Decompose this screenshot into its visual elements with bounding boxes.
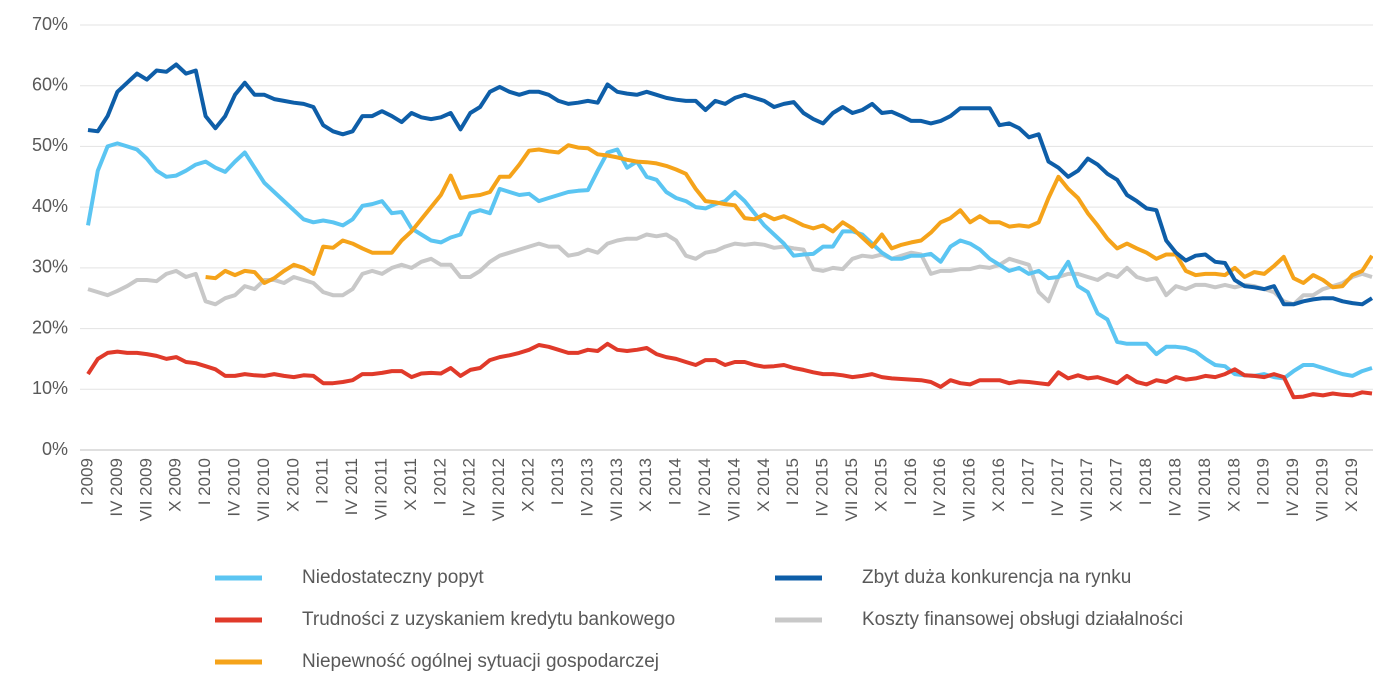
x-tick-label: VII 2009 xyxy=(136,458,155,521)
x-tick-label: VII 2010 xyxy=(254,458,273,521)
y-tick-label: 40% xyxy=(32,196,68,216)
x-tick-label: X 2013 xyxy=(636,458,655,512)
legend-label: Zbyt duża konkurencja na rynku xyxy=(862,567,1131,588)
legend-label: Trudności z uzyskaniem kredytu bankowego xyxy=(302,609,675,630)
x-tick-label: I 2015 xyxy=(783,458,802,505)
x-tick-label: I 2012 xyxy=(430,458,449,505)
x-tick-label: IV 2015 xyxy=(813,458,832,517)
x-tick-label: VII 2016 xyxy=(960,458,979,521)
x-tick-label: I 2019 xyxy=(1254,458,1273,505)
x-tick-label: I 2017 xyxy=(1018,458,1037,505)
x-tick-label: I 2018 xyxy=(1136,458,1155,505)
series-line xyxy=(87,62,1373,307)
y-tick-label: 0% xyxy=(42,439,68,459)
x-tick-label: VII 2017 xyxy=(1077,458,1096,521)
x-tick-label: X 2009 xyxy=(166,458,185,512)
x-tick-label: IV 2018 xyxy=(1165,458,1184,517)
x-tick-label: I 2011 xyxy=(313,458,332,504)
x-tick-label: IV 2016 xyxy=(930,458,949,517)
x-tick-label: VII 2012 xyxy=(489,458,508,521)
series-line xyxy=(86,341,1373,400)
x-tick-label: IV 2009 xyxy=(107,458,126,517)
x-tick-label: I 2014 xyxy=(666,458,685,505)
y-tick-label: 50% xyxy=(32,135,68,155)
x-tick-label: X 2014 xyxy=(754,458,773,512)
legend-label: Niepewność ogólnej sytuacji gospodarczej xyxy=(302,651,659,672)
x-tick-label: I 2010 xyxy=(195,458,214,505)
x-tick-label: I 2016 xyxy=(901,458,920,505)
y-tick-label: 10% xyxy=(32,378,68,398)
y-tick-label: 30% xyxy=(32,257,68,277)
x-tick-label: IV 2012 xyxy=(460,458,479,517)
x-tick-label: X 2010 xyxy=(283,458,302,512)
x-tick-label: VII 2013 xyxy=(607,458,626,521)
x-tick-label: X 2011 xyxy=(401,458,420,511)
x-tick-label: X 2018 xyxy=(1224,458,1243,512)
x-tick-label: VII 2014 xyxy=(724,458,743,521)
legend-label: Koszty finansowej obsługi działalności xyxy=(862,609,1183,630)
x-tick-label: X 2016 xyxy=(989,458,1008,512)
x-tick-label: VII 2019 xyxy=(1312,458,1331,521)
x-tick-label: IV 2014 xyxy=(695,458,714,517)
x-tick-label: VII 2011 xyxy=(372,458,391,520)
x-tick-label: IV 2011 xyxy=(342,458,361,515)
series-line xyxy=(87,232,1373,307)
x-tick-label: I 2009 xyxy=(77,458,96,505)
x-tick-label: VII 2018 xyxy=(1195,458,1214,521)
series-line xyxy=(86,141,1373,381)
y-tick-label: 70% xyxy=(32,14,68,34)
x-tick-label: IV 2019 xyxy=(1283,458,1302,517)
x-tick-label: IV 2010 xyxy=(225,458,244,517)
x-tick-label: IV 2013 xyxy=(577,458,596,517)
y-tick-label: 60% xyxy=(32,74,68,94)
x-tick-label: X 2019 xyxy=(1342,458,1361,512)
x-tick-label: IV 2017 xyxy=(1048,458,1067,517)
x-tick-label: X 2017 xyxy=(1107,458,1126,512)
x-tick-label: VII 2015 xyxy=(842,458,861,521)
x-tick-label: X 2012 xyxy=(519,458,538,512)
legend-label: Niedostateczny popyt xyxy=(302,567,484,588)
y-tick-label: 20% xyxy=(32,317,68,337)
x-tick-label: I 2013 xyxy=(548,458,567,505)
x-tick-label: X 2015 xyxy=(871,458,890,512)
series-line xyxy=(205,143,1373,290)
